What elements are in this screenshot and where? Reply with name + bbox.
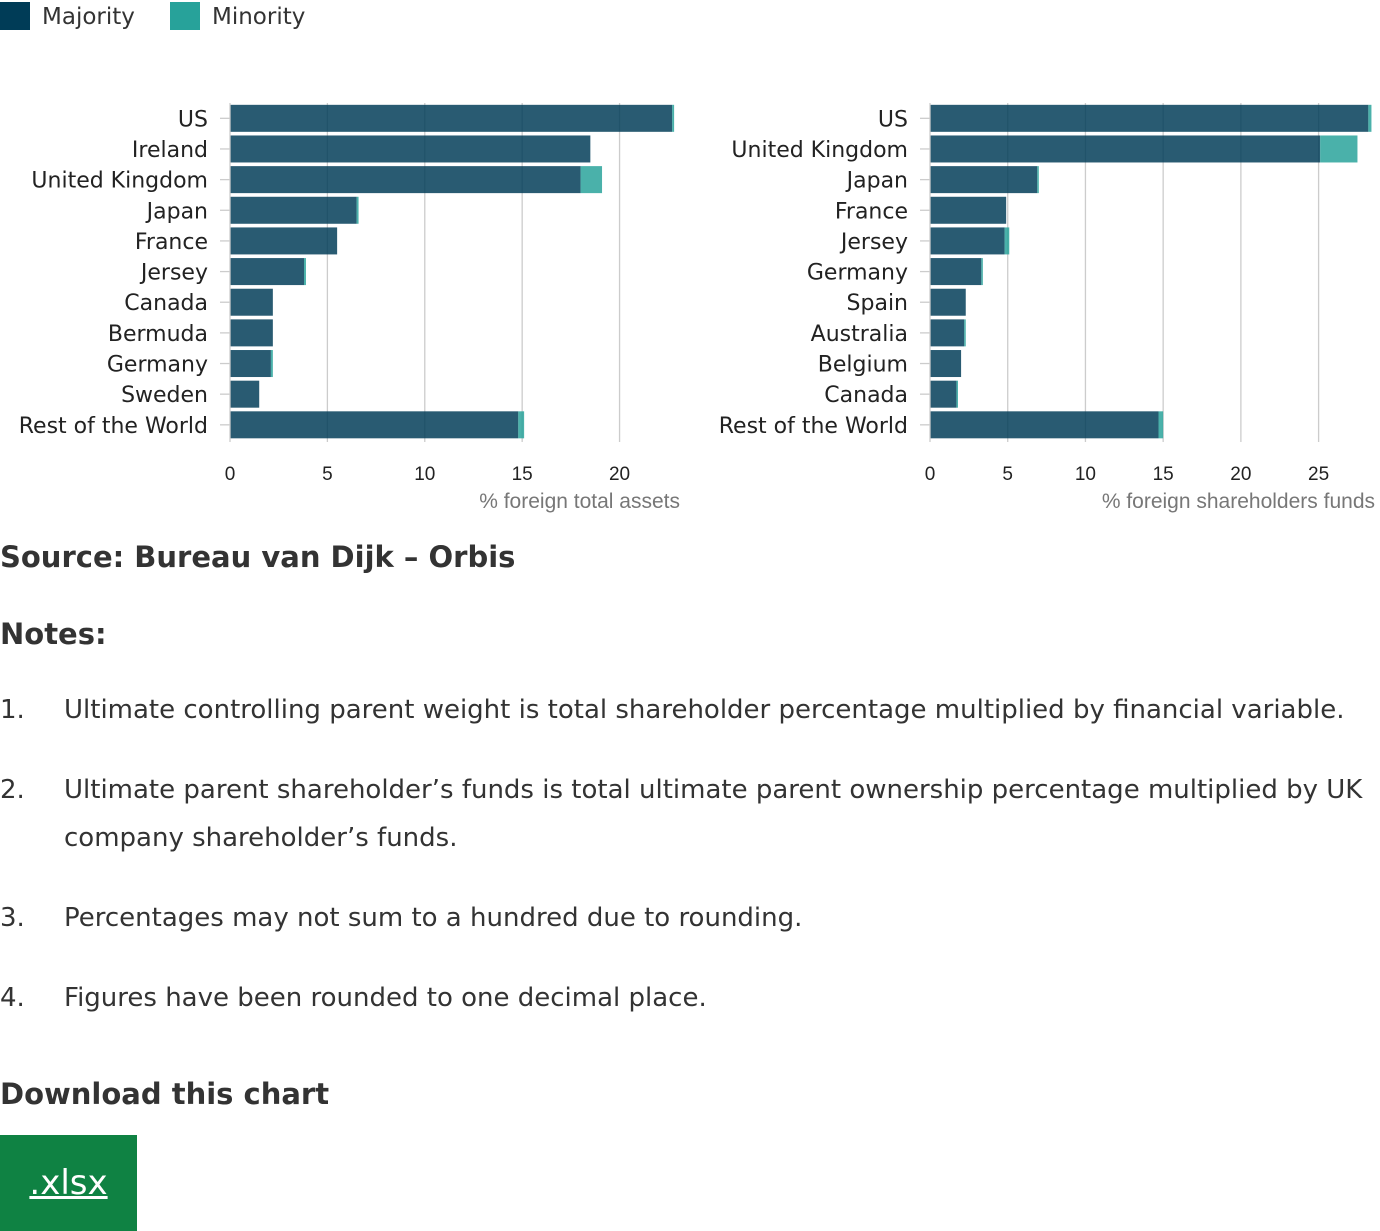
- legend-swatch-minority: [170, 2, 200, 30]
- x-tick-label: 10: [1075, 464, 1096, 485]
- download-xlsx-button[interactable]: .xlsx: [0, 1135, 137, 1231]
- bar-minority-canada: [956, 380, 958, 408]
- bar-majority-jersey: [230, 258, 305, 286]
- category-label-ireland: Ireland: [132, 138, 208, 163]
- category-label-germany: Germany: [807, 261, 908, 286]
- x-tick-label: 0: [225, 464, 236, 485]
- category-label-united-kingdom: United Kingdom: [731, 138, 908, 163]
- bar-minority-jersey: [1004, 227, 1010, 255]
- note-item: 2. Ultimate parent shareholder’s funds i…: [0, 766, 1375, 862]
- bar-minority-australia: [964, 319, 966, 347]
- category-label-bermuda: Bermuda: [108, 322, 208, 347]
- note-text: Ultimate controlling parent weight is to…: [64, 695, 1345, 725]
- bar-majority-jersey: [930, 227, 1005, 255]
- category-label-united-kingdom: United Kingdom: [31, 169, 208, 194]
- note-item: 1. Ultimate controlling parent weight is…: [0, 686, 1375, 734]
- bar-majority-ireland: [230, 135, 591, 163]
- note-number: 2.: [0, 775, 25, 805]
- bar-minority-us: [1368, 104, 1372, 132]
- x-tick-label: 20: [1230, 464, 1251, 485]
- bar-minority-japan: [1037, 166, 1039, 194]
- legend-label-majority: Majority: [42, 4, 135, 30]
- bar-minority-germany: [981, 258, 983, 286]
- category-label-us: US: [878, 107, 908, 132]
- x-axis-title: % foreign total assets: [479, 490, 680, 513]
- x-tick-label: 5: [1002, 464, 1013, 485]
- category-label-australia: Australia: [811, 322, 908, 347]
- category-label-canada: Canada: [824, 383, 908, 408]
- note-number: 1.: [0, 695, 25, 725]
- x-tick-label: 10: [414, 464, 435, 485]
- bar-majority-germany: [230, 350, 271, 378]
- category-label-us: US: [178, 107, 208, 132]
- bar-minority-germany: [270, 350, 273, 378]
- category-label-canada: Canada: [124, 291, 208, 316]
- category-label-japan: Japan: [145, 199, 208, 224]
- note-number: 4.: [0, 983, 25, 1013]
- bar-minority-us: [672, 104, 675, 132]
- bar-majority-germany: [930, 258, 982, 286]
- bar-majority-bermuda: [230, 319, 273, 347]
- bar-minority-japan: [356, 196, 359, 224]
- legend-swatch-majority: [0, 2, 30, 30]
- category-label-france: France: [135, 230, 208, 255]
- bar-majority-united-kingdom: [230, 166, 581, 194]
- source-text: Source: Bureau van Dijk – Orbis: [0, 540, 516, 574]
- bar-majority-spain: [930, 288, 966, 316]
- notes-list: 1. Ultimate controlling parent weight is…: [0, 686, 1375, 1054]
- download-title: Download this chart: [0, 1077, 330, 1111]
- note-item: 3. Percentages may not sum to a hundred …: [0, 894, 1375, 942]
- note-text: Percentages may not sum to a hundred due…: [64, 903, 803, 933]
- note-text: Ultimate parent shareholder’s funds is t…: [64, 775, 1363, 853]
- category-label-sweden: Sweden: [121, 383, 208, 408]
- notes-title: Notes:: [0, 617, 107, 651]
- bar-minority-jersey: [304, 258, 306, 286]
- bar-majority-rest-of-the-world: [230, 411, 519, 439]
- category-label-jersey: Jersey: [139, 261, 208, 286]
- bar-majority-canada: [230, 288, 273, 316]
- bar-majority-japan: [930, 166, 1038, 194]
- category-label-japan: Japan: [845, 169, 908, 194]
- note-text: Figures have been rounded to one decimal…: [64, 983, 707, 1013]
- x-tick-label: 15: [1153, 464, 1174, 485]
- category-label-spain: Spain: [847, 291, 908, 316]
- bar-majority-sweden: [230, 380, 260, 408]
- bar-majority-france: [930, 196, 1007, 224]
- bar-minority-united-kingdom: [1320, 135, 1358, 163]
- x-axis-title: % foreign shareholders funds: [1102, 490, 1375, 513]
- bar-minority-united-kingdom: [580, 166, 603, 194]
- note-item: 4. Figures have been rounded to one deci…: [0, 974, 1375, 1022]
- bar-majority-canada: [930, 380, 957, 408]
- category-label-rest-of-the-world: Rest of the World: [19, 414, 208, 439]
- category-label-jersey: Jersey: [839, 230, 908, 255]
- x-tick-label: 15: [512, 464, 533, 485]
- legend-label-minority: Minority: [212, 4, 306, 30]
- category-label-rest-of-the-world: Rest of the World: [719, 414, 908, 439]
- bar-majority-australia: [930, 319, 965, 347]
- x-tick-label: 20: [609, 464, 630, 485]
- note-number: 3.: [0, 903, 25, 933]
- bar-majority-us: [230, 104, 673, 132]
- x-tick-label: 25: [1308, 464, 1329, 485]
- bar-majority-rest-of-the-world: [930, 411, 1159, 439]
- x-tick-label: 5: [322, 464, 333, 485]
- x-tick-label: 0: [925, 464, 936, 485]
- category-label-belgium: Belgium: [818, 353, 908, 378]
- bar-majority-france: [230, 227, 338, 255]
- bar-minority-rest-of-the-world: [518, 411, 525, 439]
- total-assets-chart: US Ireland United Kingdom Japan France Jersey…: [19, 103, 680, 513]
- bar-majority-japan: [230, 196, 357, 224]
- category-label-germany: Germany: [107, 353, 208, 378]
- bar-majority-united-kingdom: [930, 135, 1321, 163]
- shareholders-funds-chart: US United Kingdom Japan France Jersey Germany…: [719, 103, 1375, 513]
- bar-minority-rest-of-the-world: [1158, 411, 1164, 439]
- bar-majority-us: [930, 104, 1369, 132]
- bar-majority-belgium: [930, 350, 962, 378]
- category-label-france: France: [835, 199, 908, 224]
